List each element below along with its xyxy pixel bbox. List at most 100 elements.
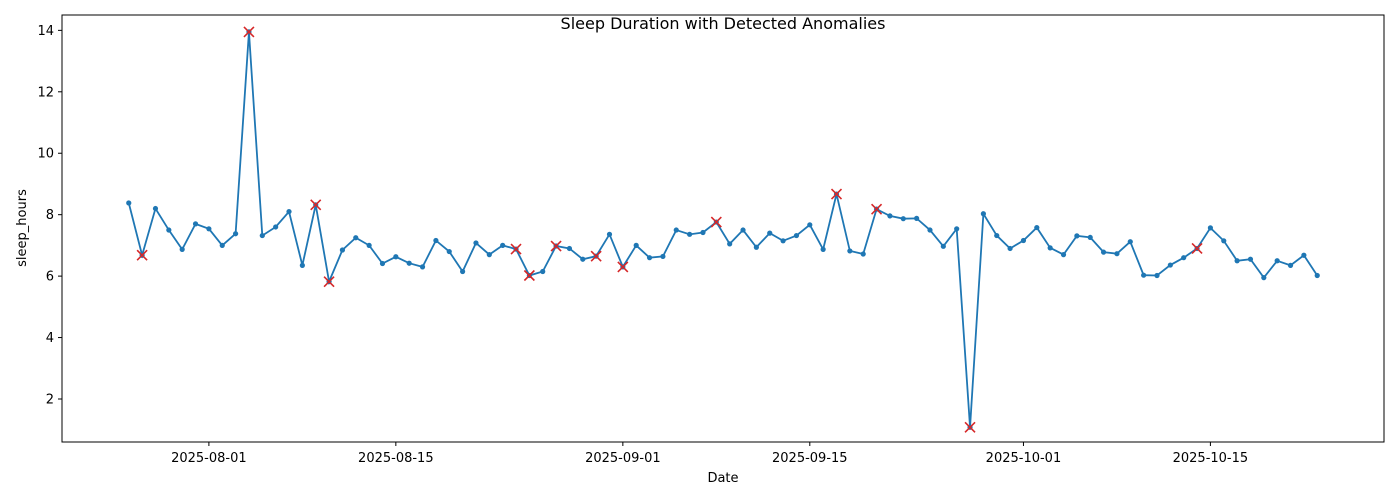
- chart-title: Sleep Duration with Detected Anomalies: [561, 14, 886, 33]
- data-point: [219, 242, 225, 248]
- anomaly-marker: [523, 269, 535, 282]
- data-point: [847, 248, 853, 254]
- anomaly-marker: [136, 249, 148, 261]
- data-point: [1047, 245, 1053, 251]
- data-point: [393, 254, 399, 260]
- data-point: [1127, 239, 1133, 245]
- y-tick-label: 8: [46, 208, 54, 223]
- data-point: [406, 260, 412, 266]
- data-point: [259, 232, 265, 239]
- data-point: [646, 255, 653, 261]
- data-point: [900, 216, 906, 222]
- x-tick-label: 2025-08-01: [171, 451, 247, 466]
- sleep-hours-line: [127, 31, 1318, 428]
- data-point: [486, 252, 492, 258]
- data-point: [994, 232, 1000, 239]
- data-point: [954, 226, 960, 232]
- data-point: [1167, 262, 1173, 268]
- data-point: [1114, 251, 1120, 257]
- data-point: [1141, 272, 1147, 278]
- anomaly-marker: [550, 240, 562, 252]
- y-axis-label: sleep_hours: [15, 189, 30, 267]
- y-axis: 2 4 6 8 10 12 14: [37, 24, 62, 407]
- data-point: [1207, 225, 1214, 231]
- data-point: [887, 213, 893, 219]
- anomaly-markers: [136, 26, 1203, 433]
- data-point: [914, 215, 920, 221]
- data-point: [753, 244, 759, 250]
- data-point: [1314, 272, 1320, 279]
- data-point: [606, 231, 613, 237]
- x-tick-label: 2025-10-15: [1173, 451, 1249, 466]
- data-point: [1234, 258, 1240, 264]
- anomaly-marker: [870, 203, 883, 215]
- y-tick-label: 12: [37, 85, 54, 100]
- data-point: [1274, 258, 1280, 264]
- data-point: [419, 264, 426, 270]
- data-point: [179, 246, 185, 252]
- data-point: [927, 227, 933, 233]
- data-point: [206, 226, 212, 232]
- anomaly-marker: [964, 421, 976, 433]
- data-point: [1020, 237, 1027, 244]
- data-point: [566, 245, 573, 252]
- data-point: [807, 222, 813, 228]
- x-tick-label: 2025-09-15: [772, 451, 848, 466]
- data-point: [700, 229, 706, 236]
- data-point: [433, 237, 439, 244]
- plot-frame: [61, 14, 1385, 443]
- x-tick-label: 2025-10-01: [986, 451, 1062, 466]
- data-point: [1261, 275, 1267, 281]
- data-point: [673, 227, 679, 233]
- y-tick-label: 10: [37, 147, 54, 162]
- data-point: [780, 238, 786, 244]
- anomaly-marker: [243, 26, 255, 38]
- data-point: [1100, 249, 1107, 255]
- data-point: [740, 227, 746, 233]
- x-tick-label: 2025-09-01: [585, 451, 661, 466]
- x-axis-label: Date: [707, 471, 738, 486]
- data-point: [793, 232, 800, 239]
- data-point: [1154, 272, 1160, 279]
- data-point: [580, 256, 586, 262]
- data-point: [1287, 262, 1294, 268]
- data-point: [633, 242, 639, 248]
- y-tick-label: 4: [46, 331, 54, 346]
- data-point: [1060, 252, 1067, 258]
- data-point: [1034, 224, 1040, 231]
- data-point: [446, 248, 452, 255]
- anomaly-marker: [323, 276, 335, 288]
- data-point: [299, 262, 305, 268]
- anomaly-marker: [510, 243, 522, 255]
- sleep-hours-points: [126, 29, 1320, 430]
- y-tick-label: 2: [46, 392, 54, 407]
- data-point: [339, 247, 346, 253]
- anomaly-marker: [710, 216, 722, 228]
- data-point: [353, 235, 359, 241]
- data-point: [460, 268, 466, 275]
- data-point: [500, 242, 506, 248]
- anomaly-marker: [310, 199, 322, 211]
- data-point: [860, 251, 866, 257]
- data-point: [1181, 255, 1187, 261]
- data-point: [1247, 256, 1254, 262]
- data-point: [540, 268, 546, 275]
- x-axis: 2025-08-01 2025-08-15 2025-09-01 2025-09-15…: [171, 442, 1248, 466]
- data-point: [473, 240, 479, 246]
- data-point: [166, 227, 172, 233]
- data-point: [660, 253, 666, 260]
- y-tick-label: 14: [37, 24, 54, 39]
- data-point: [126, 200, 132, 206]
- data-point: [1007, 245, 1013, 252]
- data-point: [980, 211, 986, 217]
- data-point: [152, 205, 159, 212]
- anomaly-marker: [830, 188, 843, 200]
- data-point: [1087, 234, 1093, 241]
- data-point: [767, 230, 773, 236]
- data-point: [379, 260, 386, 267]
- data-point: [286, 209, 292, 215]
- anomaly-marker: [590, 250, 602, 262]
- anomaly-marker: [617, 261, 629, 273]
- x-tick-label: 2025-08-15: [358, 451, 434, 466]
